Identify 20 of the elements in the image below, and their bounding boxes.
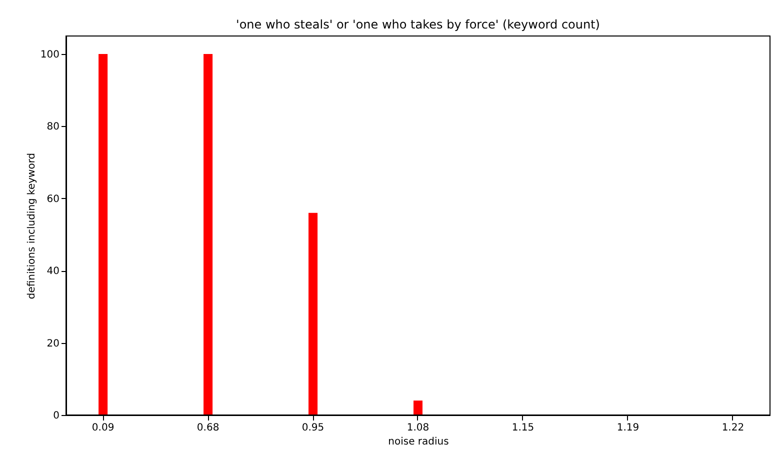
x-tick-label: 1.15 [512, 422, 534, 434]
bar [308, 212, 318, 415]
bar [413, 400, 423, 415]
x-axis-title: noise radius [388, 436, 449, 448]
y-tick-label: 100 [40, 50, 60, 61]
bar [98, 54, 108, 415]
y-tick-label: 40 [46, 266, 60, 278]
y-axis-title: definitions including keyword [26, 152, 38, 300]
chart-title: 'one who steals' or 'one who takes by force' (keyword count) [236, 18, 600, 32]
x-tick-label: 0.09 [92, 422, 114, 434]
x-tick-label: 1.08 [406, 422, 430, 434]
x-tick-label: 0.95 [302, 422, 324, 434]
x-tick-label: 0.68 [196, 422, 220, 434]
y-tick-label: 0 [53, 410, 60, 422]
y-tick-label: 20 [46, 338, 60, 350]
x-tick-label: 1.22 [722, 422, 744, 434]
x-tick-label: 1.19 [616, 422, 640, 434]
y-tick-label: 60 [46, 194, 60, 205]
bar [204, 54, 213, 415]
y-tick-label: 80 [46, 122, 60, 133]
